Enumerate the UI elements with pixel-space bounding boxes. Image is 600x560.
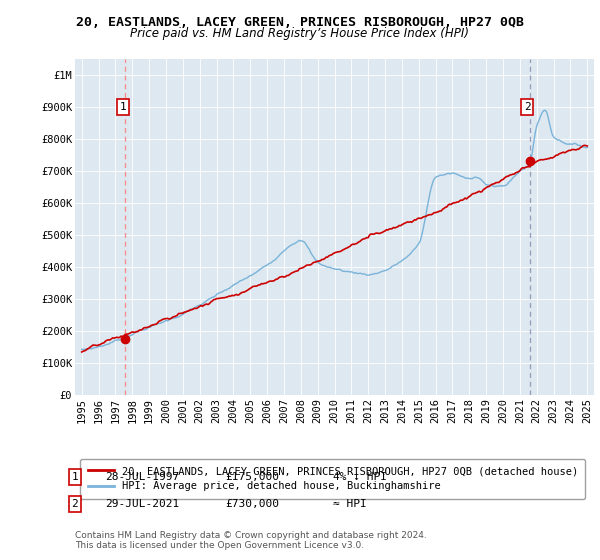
Text: 2: 2 xyxy=(71,499,79,509)
Legend: 20, EASTLANDS, LACEY GREEN, PRINCES RISBOROUGH, HP27 0QB (detached house), HPI: : 20, EASTLANDS, LACEY GREEN, PRINCES RISB… xyxy=(80,459,586,498)
Text: Contains HM Land Registry data © Crown copyright and database right 2024.
This d: Contains HM Land Registry data © Crown c… xyxy=(75,530,427,550)
Text: Price paid vs. HM Land Registry’s House Price Index (HPI): Price paid vs. HM Land Registry’s House … xyxy=(131,27,470,40)
Text: £730,000: £730,000 xyxy=(225,499,279,509)
Text: ≈ HPI: ≈ HPI xyxy=(333,499,367,509)
Text: £175,000: £175,000 xyxy=(225,472,279,482)
Text: 2: 2 xyxy=(524,102,530,112)
Text: 1: 1 xyxy=(119,102,126,112)
Text: 20, EASTLANDS, LACEY GREEN, PRINCES RISBOROUGH, HP27 0QB: 20, EASTLANDS, LACEY GREEN, PRINCES RISB… xyxy=(76,16,524,29)
Text: 29-JUL-2021: 29-JUL-2021 xyxy=(105,499,179,509)
Text: 4% ↓ HPI: 4% ↓ HPI xyxy=(333,472,387,482)
Text: 28-JUL-1997: 28-JUL-1997 xyxy=(105,472,179,482)
Text: 1: 1 xyxy=(71,472,79,482)
